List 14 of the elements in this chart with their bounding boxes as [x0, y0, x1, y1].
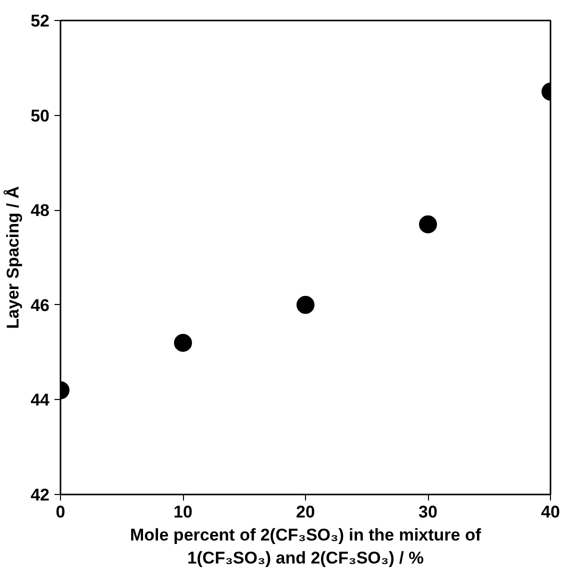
- x-tick-label: 0: [56, 502, 66, 522]
- y-tick-label: 42: [30, 486, 50, 504]
- x-tick-label: 40: [541, 502, 560, 522]
- x-tick-label: 20: [296, 502, 315, 522]
- x-tick-label: 30: [418, 502, 438, 522]
- point: [296, 296, 314, 314]
- y-tick-label: 46: [30, 296, 50, 315]
- y-tick-label: 50: [30, 106, 50, 126]
- x-tick-label: 10: [174, 502, 192, 522]
- y-tick-label: 48: [30, 201, 50, 220]
- y-axis-title: Layer Spacing / Å: [4, 186, 23, 329]
- y-tick-label: 44: [30, 390, 50, 410]
- y-tick-label: 52: [30, 12, 50, 30]
- x-axis-title: Mole percent of 2(CF₃SO₃) in the mixture of 1(CF₃SO₃) and 2(CF₃SO₃) / %: [130, 526, 482, 568]
